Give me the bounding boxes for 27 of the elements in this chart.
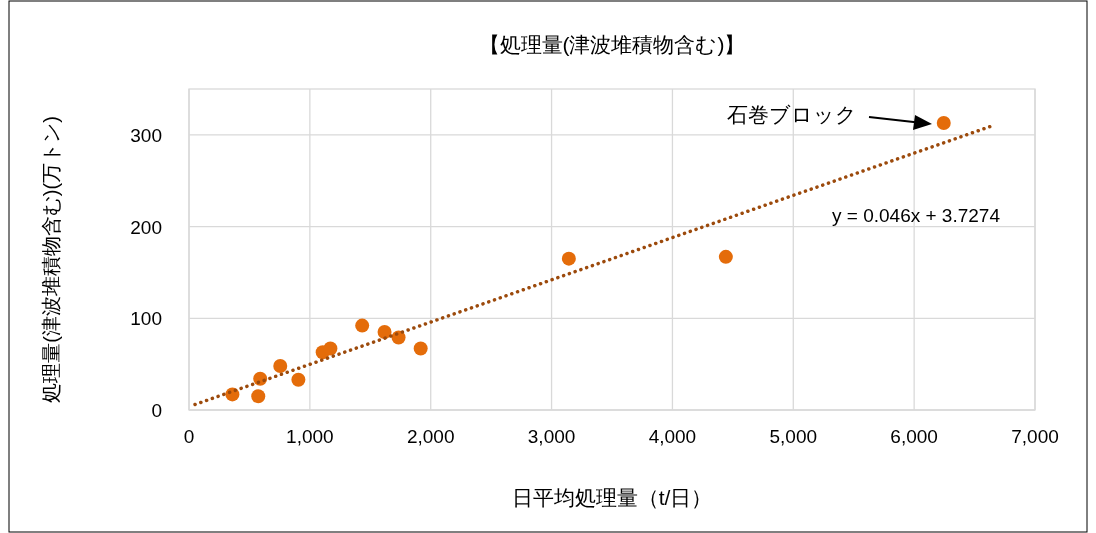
point	[355, 318, 370, 333]
y-tick-label: 0	[151, 400, 162, 421]
x-tick-label: 1,000	[286, 426, 334, 447]
y-axis-title: 処理量(津波堆積物含む)(万トン)	[40, 116, 62, 403]
x-tick-label: 2,000	[406, 426, 455, 447]
point	[273, 358, 288, 373]
annotation: y = 0.046x + 3.7274	[832, 205, 1001, 226]
x-tick-label: 0	[183, 426, 195, 447]
x-tick-label: 4,000	[648, 426, 697, 447]
point	[936, 115, 951, 130]
x-tick-label: 6,000	[890, 426, 938, 447]
point	[323, 341, 338, 356]
y-tick-label: 100	[130, 308, 162, 330]
annotation: 石巻ブロック	[727, 103, 857, 126]
x-axis-title: 日平均処理量（t/日）	[511, 486, 713, 509]
point	[251, 389, 266, 404]
x-tick-label: 3,000	[527, 426, 576, 447]
y-tick-label: 200	[130, 216, 162, 238]
point	[718, 249, 733, 264]
point	[561, 251, 576, 266]
y-tick-label: 300	[130, 124, 162, 146]
point	[377, 325, 392, 340]
point	[291, 372, 306, 387]
x-tick-label: 5,000	[769, 426, 818, 447]
point	[413, 341, 428, 356]
chart-title: 【処理量(津波堆積物含む)】	[478, 33, 746, 56]
x-tick-label: 7,000	[1011, 426, 1059, 447]
